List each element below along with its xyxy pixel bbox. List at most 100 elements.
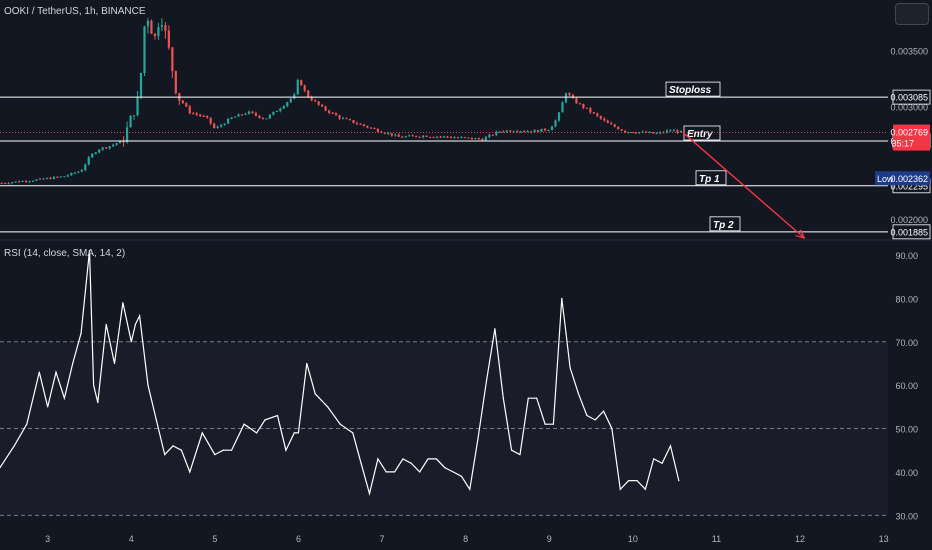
candle-body bbox=[467, 137, 470, 139]
candle-body bbox=[188, 106, 191, 114]
candle-body bbox=[146, 20, 150, 27]
candle-body bbox=[578, 103, 581, 105]
candle-body bbox=[7, 183, 10, 185]
candle-body bbox=[509, 130, 512, 132]
rsi-point bbox=[393, 471, 396, 473]
candle-body bbox=[387, 133, 390, 135]
candle-body bbox=[561, 102, 564, 113]
rsi-axis[interactable]: 90.00 80.00 70.00 60.00 50.00 40.00 30.00 bbox=[895, 251, 918, 521]
candle-body bbox=[425, 135, 428, 137]
candle-body bbox=[24, 180, 28, 182]
candle-body bbox=[94, 152, 97, 154]
candle-body bbox=[125, 127, 129, 143]
rsi-tick: 80.00 bbox=[895, 294, 918, 304]
candle-body bbox=[502, 131, 505, 133]
rsi-point bbox=[113, 362, 116, 365]
rsi-point bbox=[402, 458, 404, 460]
candle-body bbox=[226, 118, 230, 124]
rsi-tick: 40.00 bbox=[895, 468, 918, 478]
rsi-point bbox=[276, 414, 279, 417]
candle-body bbox=[610, 123, 613, 125]
candle-body bbox=[66, 175, 69, 177]
candle-body bbox=[314, 100, 317, 102]
rsi-point bbox=[293, 432, 295, 434]
candle-body bbox=[244, 113, 247, 115]
rsi-point bbox=[256, 432, 258, 434]
candle-body bbox=[631, 132, 634, 134]
candle-body bbox=[362, 124, 366, 126]
candle-body bbox=[112, 144, 115, 147]
time-tick: 4 bbox=[129, 534, 134, 544]
candle-body bbox=[132, 115, 136, 117]
candle-body bbox=[516, 131, 519, 133]
candle-body bbox=[648, 132, 651, 134]
candle-body bbox=[254, 113, 258, 116]
candle-body bbox=[73, 172, 76, 174]
time-tick: 8 bbox=[463, 534, 468, 544]
candle-body bbox=[115, 143, 118, 145]
time-tick: 10 bbox=[628, 534, 638, 544]
candle-body bbox=[463, 137, 467, 139]
candle-body bbox=[669, 130, 672, 132]
candle-body bbox=[63, 176, 66, 178]
candle-body bbox=[373, 127, 376, 129]
candle-body bbox=[422, 135, 425, 138]
candle-body bbox=[321, 104, 324, 107]
candle-body bbox=[575, 98, 578, 104]
candle-body bbox=[157, 27, 160, 37]
rsi-point bbox=[460, 475, 463, 477]
candle-body bbox=[213, 123, 216, 129]
candle-body bbox=[293, 94, 296, 99]
level-label-tp-1: Tp 1 bbox=[699, 174, 720, 185]
candle-body bbox=[17, 181, 21, 183]
candle-body bbox=[530, 131, 533, 133]
time-axis[interactable]: 3 4 5 6 7 8 9 10 11 12 13 bbox=[45, 534, 889, 544]
price-axis[interactable]: 0.0035000.0030000.0020000.0030850.002694… bbox=[875, 47, 931, 240]
projection-arrow bbox=[682, 132, 806, 240]
candle-body bbox=[341, 118, 345, 120]
candle-body bbox=[153, 33, 157, 37]
rsi-point bbox=[565, 332, 567, 334]
rsi-point bbox=[155, 419, 157, 421]
rsi-point bbox=[469, 488, 471, 490]
candle-body bbox=[77, 171, 80, 173]
candle-body bbox=[98, 149, 101, 153]
rsi-point bbox=[477, 436, 479, 438]
current-price-value: 0.002769 bbox=[890, 128, 928, 138]
candle-body bbox=[523, 131, 526, 133]
rsi-point bbox=[427, 458, 429, 460]
rsi-point bbox=[644, 488, 646, 490]
candle-body bbox=[526, 131, 529, 133]
rsi-point bbox=[444, 467, 446, 469]
candle-body bbox=[286, 102, 289, 107]
rsi-point bbox=[611, 427, 613, 430]
candle-body bbox=[589, 108, 592, 113]
rsi-point bbox=[189, 471, 191, 473]
rsi-point bbox=[527, 397, 529, 399]
candle-body bbox=[456, 137, 460, 139]
rsi-point bbox=[314, 393, 316, 395]
candle-body bbox=[70, 172, 73, 176]
rsi-tick: 30.00 bbox=[895, 511, 918, 521]
candle-body bbox=[543, 128, 547, 131]
time-tick: 3 bbox=[45, 534, 50, 544]
candle-body bbox=[554, 120, 557, 127]
candle-body bbox=[359, 123, 362, 125]
rsi-point bbox=[678, 480, 680, 482]
candle-body bbox=[14, 181, 17, 183]
candle-body bbox=[432, 136, 435, 138]
rsi-point bbox=[569, 367, 571, 369]
level-price-tag-value: 0.002295 bbox=[890, 181, 928, 191]
rsi-point bbox=[385, 471, 387, 473]
candles bbox=[0, 18, 683, 185]
candle-body bbox=[415, 135, 418, 137]
candle-body bbox=[498, 131, 501, 133]
rsi-point bbox=[38, 371, 40, 373]
chart-settings-button[interactable] bbox=[895, 3, 929, 25]
time-tick: 6 bbox=[296, 534, 301, 544]
current-price-countdown: 35:17 bbox=[891, 139, 914, 149]
candle-body bbox=[585, 107, 588, 109]
rsi-point bbox=[222, 449, 224, 451]
rsi-point bbox=[552, 423, 555, 425]
